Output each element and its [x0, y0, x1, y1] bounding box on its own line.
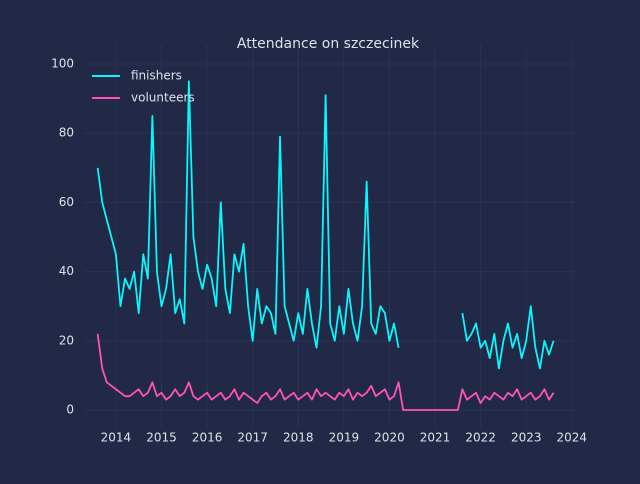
series-line — [96, 333, 555, 411]
x-tick-label: 2019 — [329, 431, 360, 445]
chart-title: Attendance on szczecinek — [237, 36, 420, 52]
y-tick-label: 40 — [59, 264, 74, 278]
x-tick-label: 2016 — [192, 431, 223, 445]
legend-label: volunteers — [131, 91, 195, 105]
x-tick-label: 2015 — [146, 431, 177, 445]
x-tick-label: 2017 — [237, 431, 268, 445]
series-line — [96, 80, 555, 370]
x-tick-label: 2021 — [420, 431, 451, 445]
y-tick-label: 60 — [59, 195, 74, 209]
x-tick-label: 2024 — [557, 431, 588, 445]
x-tick-label: 2018 — [283, 431, 314, 445]
x-tick-label: 2023 — [511, 431, 542, 445]
y-tick-label: 80 — [59, 126, 74, 140]
x-tick-label: 2014 — [101, 431, 132, 445]
y-tick-label: 100 — [51, 57, 74, 71]
y-tick-label: 20 — [59, 333, 74, 347]
y-tick-label: 0 — [66, 403, 74, 417]
legend-label: finishers — [131, 69, 182, 83]
x-tick-label: 2020 — [374, 431, 405, 445]
x-tick-label: 2022 — [465, 431, 496, 445]
